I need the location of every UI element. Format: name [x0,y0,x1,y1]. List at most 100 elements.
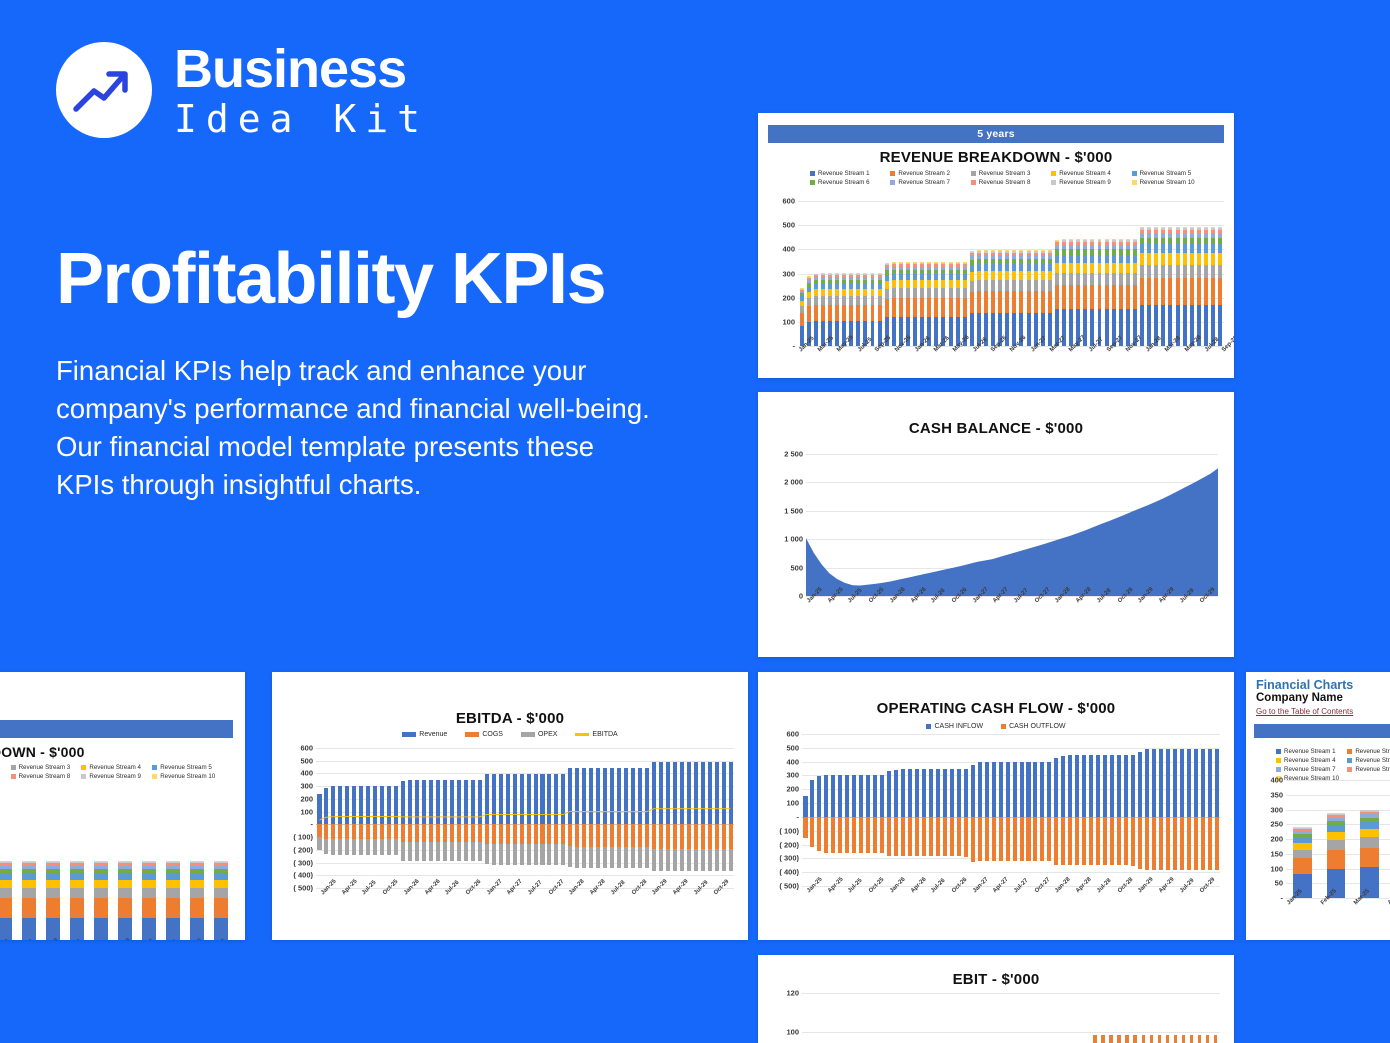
bar-segment [394,839,399,855]
card-ebitda[interactable]: EBITDA - $'000 Revenue COGS OPEX EBITDA 600… [272,672,748,940]
bar-column [826,993,834,1043]
bar-segment [806,277,811,279]
bar-column [907,734,914,886]
y-tick-label: ( 100) [293,832,313,842]
bar-segment [920,280,925,289]
bar-segment [0,873,12,881]
y-tick-label: ( 100) [779,826,799,836]
y-tick-label: - [796,812,800,822]
bar-segment [835,275,839,278]
table-of-contents-link[interactable]: Go to the Table of Contents [1256,707,1354,717]
bar-segment [1125,309,1130,346]
bar-segment [1083,262,1088,273]
bar-segment [1047,252,1052,256]
bar-segment [94,898,108,918]
bar-segment [934,280,939,289]
bar-segment [415,780,420,825]
bar-segment [935,769,940,817]
bar-column [1109,734,1116,886]
y-axis: 400 350 300 250 200 150 100 50 - [1252,776,1286,903]
bar-segment [1040,252,1045,256]
bar-segment [905,288,910,299]
card-ebit[interactable]: EBIT - $'000 12010080 [758,955,1234,1043]
bar-column [706,748,713,888]
bar-segment [934,264,939,267]
bar-segment [998,762,1003,817]
bar-segment [1211,244,1215,254]
ebitda-line [316,748,734,888]
bar-segment [603,768,608,825]
legend-item: CASH OUTFLOW [1001,723,1066,730]
bar-segment [976,264,981,272]
bar-segment [46,888,60,899]
bar-column [511,748,518,888]
bar-segment [891,266,896,270]
page-description: Financial KPIs help track and enhance yo… [56,355,650,500]
bar-segment [863,289,868,297]
bar-segment [401,841,406,861]
bar-segment [941,274,946,281]
bar-column [365,748,372,888]
bar-segment [877,320,882,346]
y-tick-label: 200 [782,293,795,303]
bar-segment [449,841,454,862]
bar-segment [927,264,932,267]
bar-segment [941,264,946,267]
card-cash-balance[interactable]: CASH BALANCE - $'000 2 500 2 000 1 500 1 00… [758,392,1234,657]
bar-column [407,748,414,888]
bar-segment [856,296,861,305]
banner-right [1254,724,1390,739]
bar-segment [70,868,84,874]
bar-segment [1189,253,1194,265]
bar-segment [1211,230,1215,234]
bar-segment [1359,809,1379,811]
card-revenue-breakdown-24-months[interactable]: 24 months REVENUE BREAKDOWN - $'000 Reve… [0,672,245,940]
chart-title-ebit: EBIT - $'000 [952,971,1040,988]
bar-segment [1054,758,1059,817]
bar-segment [849,274,854,276]
bar-segment [927,262,932,265]
bar-segment [331,839,336,855]
bar-column [1130,734,1137,886]
bar-segment [827,320,832,346]
bar-segment [665,761,670,825]
card-revenue-breakdown-right[interactable]: Financial Charts Company Name Go to the … [1246,672,1390,940]
bar-segment [1132,254,1137,263]
bar-segment [1168,304,1173,346]
bar-segment [118,863,132,866]
bar-segment [456,780,461,825]
bar-segment [477,780,482,825]
logo-circle [56,42,152,138]
bar-segment [631,846,636,868]
bar-segment [1154,253,1159,265]
bar-column [900,734,907,886]
bar-segment [827,273,832,275]
bar-segment [1019,280,1024,292]
bar-segment [905,262,910,265]
bar-segment [1110,755,1115,817]
bar-segment [1161,227,1166,229]
bar-segment [1203,227,1208,229]
legend-swatch [1131,180,1137,185]
y-tick-label: 150 [1270,849,1283,859]
card-operating-cash-flow[interactable]: OPERATING CASH FLOW - $'000 CASH INFLOW C… [758,672,1234,940]
bar-segment [928,816,933,857]
bar-segment [1040,271,1045,281]
bar-segment [142,863,156,866]
bar-column [1319,780,1352,898]
y-tick-label: 100 [786,798,799,808]
bar-segment [1157,1034,1162,1043]
card-revenue-breakdown-5-years[interactable]: 5 years REVENUE BREAKDOWN - $'000 Revenu… [758,113,1234,378]
bar-segment [891,274,896,281]
bar-segment [540,824,545,845]
bar-segment [863,304,868,321]
bar-segment [1083,240,1088,242]
bar-segment [1359,837,1379,848]
bar-column [1213,734,1220,886]
bar-segment [1154,304,1159,346]
bar-segment [894,769,899,817]
bar-segment [877,277,882,280]
bar-segment [1040,816,1045,862]
bar-column [855,201,862,346]
bar-segment [898,264,903,267]
